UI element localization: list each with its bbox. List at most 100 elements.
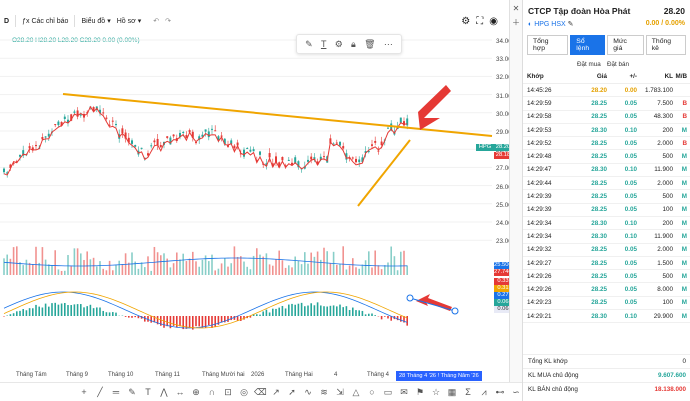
macd-histogram-bar [307, 305, 309, 316]
volume-bar [12, 247, 15, 275]
tab-1[interactable]: Sổ lệnh [570, 35, 606, 55]
pattern-icon[interactable]: ⋀ [160, 386, 168, 397]
trade-row: 14:29:52 28.25 0.05 2.000 B [523, 137, 690, 151]
trade-price: 28.30 [591, 312, 607, 320]
logo-icon: ◐ [528, 21, 533, 28]
date-range-box[interactable]: 28 Tháng 4 '26 ! Tháng Năm '26 [396, 371, 482, 381]
chart-type-button[interactable]: Biểu đồ ▾ [81, 17, 111, 26]
macd-histogram-bar [48, 306, 50, 316]
candle-body [294, 157, 297, 164]
zoom-icon[interactable]: ⊕ [192, 386, 200, 397]
ray-icon[interactable]: ↗ [272, 386, 280, 397]
rect-icon[interactable]: ▭ [383, 386, 393, 397]
macd-histogram-bar [67, 305, 69, 316]
macd-histogram-bar [217, 316, 220, 325]
trade-volume: 100 [662, 206, 673, 214]
macd-histogram-bar [345, 306, 348, 316]
trade-volume: 100 [662, 299, 673, 307]
wave-icon[interactable]: ∿ [304, 386, 312, 397]
profile-button[interactable]: Hồ sơ ▾ [116, 17, 142, 26]
trade-time: 14:29:34 [527, 219, 552, 227]
tab-0[interactable]: Tổng hợp [527, 35, 569, 55]
flag-icon[interactable]: ⚑ [415, 386, 425, 397]
triangle-icon[interactable]: △ [352, 386, 360, 397]
candle-body [73, 111, 76, 113]
camera-icon[interactable]: ◉ [489, 15, 498, 27]
ticker-label[interactable]: ◐ HPG HSX ✎ [528, 21, 574, 28]
candle-body [121, 128, 124, 134]
settings-icon[interactable]: ⚙ [461, 15, 471, 27]
macd-histogram-bar [108, 312, 111, 316]
volume-bar [377, 265, 380, 275]
arrow-icon[interactable]: ➚ [288, 386, 296, 397]
close-icon[interactable]: ✕ [512, 4, 520, 13]
magnet-icon[interactable]: ∩ [208, 387, 216, 397]
volume-bar [278, 250, 280, 275]
sum-icon[interactable]: Σ [465, 387, 471, 397]
fib-icon[interactable]: ≋ [320, 386, 328, 397]
note-icon[interactable]: ✉ [400, 386, 408, 397]
indicators-button[interactable]: ƒx Các chỉ báo [22, 17, 69, 25]
horizontal-line-icon[interactable]: ═ [112, 387, 120, 397]
trash-icon[interactable]: ⌫ [254, 386, 267, 397]
trash-icon[interactable]: 🗑︎ [364, 38, 376, 49]
candle-body [67, 119, 69, 123]
ruler-icon[interactable]: ↔ [175, 387, 185, 397]
node-icon[interactable]: ⊷ [495, 386, 505, 397]
text-color-icon[interactable]: T [320, 39, 327, 49]
lock-icon[interactable]: 🔒︎ [351, 38, 356, 49]
trade-change: 0.10 [624, 219, 637, 227]
settings-icon[interactable]: ⚙ [334, 38, 343, 49]
zigzag-icon[interactable]: ⩘ [481, 386, 487, 397]
more-icon[interactable]: ⋯ [383, 38, 393, 49]
line-icon[interactable]: ╱ [97, 386, 103, 397]
candle-body [35, 144, 37, 147]
macd-histogram-bar [150, 316, 152, 323]
macd-handle [406, 294, 414, 302]
current-price: 28.20 [663, 6, 685, 16]
candle-body [265, 163, 268, 166]
trade-volume: 8.000 [657, 286, 673, 294]
trade-volume: 500 [662, 153, 673, 161]
trade-row: 14:29:47 28.30 0.10 11.900 M [523, 164, 690, 178]
star-icon[interactable]: ☆ [431, 386, 441, 397]
macd-histogram-bar [147, 316, 149, 322]
macd-histogram-bar [144, 316, 146, 322]
paint-icon[interactable]: ✎ [305, 38, 313, 49]
trade-side: B [682, 113, 687, 121]
trade-change: 0.10 [624, 312, 637, 320]
price-chart[interactable] [0, 30, 510, 372]
trade-volume: 200 [662, 126, 673, 134]
interval-button[interactable]: D [4, 17, 10, 25]
candle-body [252, 149, 255, 152]
macd-histogram-bar [406, 316, 408, 326]
eye-icon[interactable]: ◎ [240, 386, 248, 397]
brush-icon[interactable]: ✎ [128, 386, 136, 397]
tab-2[interactable]: Mức giá [607, 35, 644, 55]
lock-icon[interactable]: ⊡ [224, 386, 232, 397]
curve-icon[interactable]: ∽ [512, 386, 520, 397]
volume-bar [390, 246, 392, 275]
circle-icon[interactable]: ○ [369, 387, 375, 397]
fullscreen-icon[interactable]: ⛶ [476, 15, 484, 27]
trade-change: 0.10 [624, 166, 637, 174]
grid-icon[interactable]: ▦ [447, 386, 457, 397]
tab-3[interactable]: Thống kê [645, 35, 686, 55]
text-icon[interactable]: T [145, 387, 151, 397]
redo-icon[interactable]: ↷ [165, 18, 171, 25]
volume-bar [57, 269, 60, 275]
trade-time: 14:29:53 [527, 126, 552, 134]
macd-histogram-bar [400, 316, 402, 322]
trade-row: 14:29:53 28.30 0.10 200 M [523, 124, 690, 138]
cursor-icon[interactable]: + [81, 387, 87, 397]
macd-histogram-bar [25, 310, 28, 316]
resistance-trendline [62, 93, 493, 137]
macd-histogram-bar [339, 304, 341, 316]
measure-icon[interactable]: ⇲ [336, 386, 344, 397]
edit-icon[interactable]: ✎ [567, 21, 574, 28]
undo-icon[interactable]: ↶ [153, 18, 160, 25]
macd-histogram-bar [361, 310, 364, 316]
volume-bar [230, 263, 232, 275]
plus-icon[interactable]: ＋ [512, 18, 520, 27]
candle-body [403, 121, 405, 126]
